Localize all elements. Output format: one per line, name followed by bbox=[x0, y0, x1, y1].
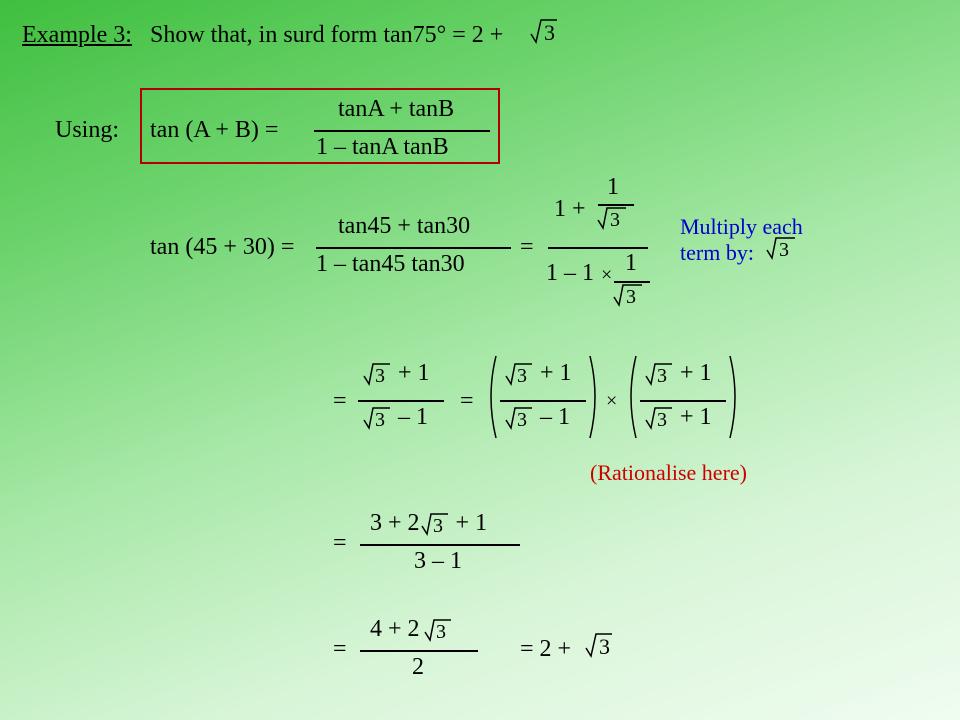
svg-text:3: 3 bbox=[657, 365, 667, 387]
title-sqrt: 3 bbox=[529, 16, 559, 46]
step3-num: 3 + 23 + 1 bbox=[370, 510, 487, 538]
svg-text:3: 3 bbox=[375, 409, 385, 431]
formula-num: tanA + tanB bbox=[338, 96, 454, 123]
step1-r-den-b-num: 1 bbox=[625, 250, 637, 277]
svg-text:3: 3 bbox=[779, 239, 789, 261]
step2-c-line bbox=[640, 400, 726, 402]
step4-eq1: = bbox=[333, 636, 347, 663]
formula-lhs: tan (A + B) = bbox=[150, 117, 278, 144]
title-text: Show that, in surd form tan75° = 2 + bbox=[150, 22, 503, 49]
note2: (Rationalise here) bbox=[590, 460, 747, 486]
step2-b-line bbox=[500, 400, 586, 402]
svg-text:3: 3 bbox=[626, 286, 636, 308]
step2-eq1: = bbox=[333, 388, 347, 415]
bracket-close-icon bbox=[588, 354, 602, 440]
step4-den: 2 bbox=[412, 654, 424, 681]
step2-a-line bbox=[358, 400, 444, 402]
svg-text:3: 3 bbox=[433, 515, 443, 537]
note1-sqrt: 3 bbox=[765, 234, 797, 262]
step4-num: 4 + 23 bbox=[370, 616, 453, 644]
svg-text:3: 3 bbox=[436, 621, 446, 643]
formula-den: 1 – tanA tanB bbox=[316, 134, 449, 161]
step3-eq: = bbox=[333, 530, 347, 557]
step2-b-num: 3 + 1 bbox=[504, 360, 572, 388]
using-label: Using: bbox=[55, 117, 119, 144]
step4-final-sqrt: 3 bbox=[584, 630, 614, 660]
step1-r-mainline bbox=[548, 247, 648, 249]
bracket-open2-icon bbox=[624, 354, 638, 440]
step1-r-num-b-num: 1 bbox=[607, 174, 619, 201]
step1-r-num-b-den: 3 bbox=[596, 204, 628, 232]
step1-r-den-b-den: 3 bbox=[612, 281, 644, 309]
step2-b-den: 3 – 1 bbox=[504, 404, 570, 432]
formula-fracline bbox=[314, 130, 490, 132]
step2-a-num: 3 + 1 bbox=[362, 360, 430, 388]
step2-c-den: 3 + 1 bbox=[644, 404, 712, 432]
svg-text:3: 3 bbox=[517, 409, 527, 431]
step1-eq: = bbox=[520, 234, 534, 261]
step2-a-den: 3 – 1 bbox=[362, 404, 428, 432]
svg-text:3: 3 bbox=[375, 365, 385, 387]
step1-r-num-a: 1 + bbox=[554, 196, 586, 223]
step4-line bbox=[360, 650, 478, 652]
svg-text:3: 3 bbox=[599, 634, 610, 659]
step2-c-num: 3 + 1 bbox=[644, 360, 712, 388]
bracket-open-icon bbox=[484, 354, 498, 440]
step1-fracline bbox=[316, 247, 511, 249]
step4-eq2: = 2 + bbox=[520, 636, 571, 663]
step1-r-den-a: 1 – 1 bbox=[546, 260, 594, 287]
svg-text:3: 3 bbox=[517, 365, 527, 387]
step1-num: tan45 + tan30 bbox=[338, 213, 470, 240]
step3-den: 3 – 1 bbox=[414, 548, 462, 575]
slide-content: Example 3: Show that, in surd form tan75… bbox=[0, 0, 960, 720]
step2-times: × bbox=[606, 390, 617, 413]
step1-r-den-times: × bbox=[601, 264, 612, 287]
svg-text:3: 3 bbox=[657, 409, 667, 431]
step2-eq2: = bbox=[460, 388, 474, 415]
note1-line2: term by: bbox=[680, 240, 754, 266]
svg-text:3: 3 bbox=[610, 209, 620, 231]
example-label: Example 3: bbox=[22, 22, 132, 49]
step3-line bbox=[360, 544, 520, 546]
step1-lhs: tan (45 + 30) = bbox=[150, 234, 294, 261]
svg-text:3: 3 bbox=[544, 20, 555, 45]
step1-den: 1 – tan45 tan30 bbox=[316, 251, 465, 278]
bracket-close2-icon bbox=[728, 354, 742, 440]
